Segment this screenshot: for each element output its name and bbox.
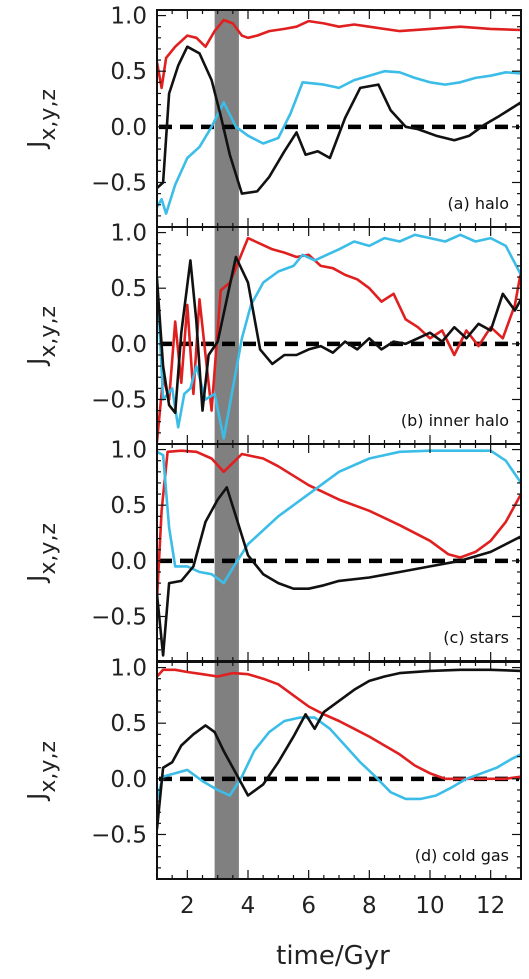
y-tick-label: −0.5 bbox=[91, 822, 147, 848]
y-axis-label-main: J bbox=[22, 575, 51, 584]
panel-label: (b) inner halo bbox=[401, 411, 509, 430]
series-group bbox=[157, 668, 521, 831]
series-group bbox=[157, 233, 521, 444]
series-line-3 bbox=[157, 486, 521, 657]
series-group bbox=[157, 449, 521, 657]
y-tick-label: 1.0 bbox=[110, 656, 147, 682]
panel-label: (c) stars bbox=[443, 628, 509, 647]
panel-c: −0.5 0.0 0.5 1.0 Jx,y,z (c) stars bbox=[22, 438, 522, 662]
x-tick-label: 2 bbox=[180, 893, 195, 919]
y-axis-label-main: J bbox=[22, 358, 51, 367]
x-tick-label: 6 bbox=[301, 893, 316, 919]
series-group bbox=[157, 18, 521, 215]
series-line-1 bbox=[157, 449, 521, 602]
y-axis-label-main: J bbox=[22, 793, 51, 802]
panel-d: −0.5 0.0 0.5 1.0 Jx,y,z (d) cold gas bbox=[22, 656, 522, 880]
y-tick-label: 0.5 bbox=[110, 59, 147, 85]
y-tick-label: 1.0 bbox=[110, 438, 147, 464]
shaded-band bbox=[214, 444, 239, 661]
y-axis-label: Jx,y,z bbox=[22, 741, 61, 802]
series-line-2 bbox=[157, 716, 521, 801]
y-tick-label: 0.5 bbox=[110, 276, 147, 302]
series-line-1 bbox=[157, 236, 521, 444]
y-axis-label-main: J bbox=[22, 141, 51, 150]
series-line-2 bbox=[157, 233, 521, 440]
panel-b: −0.5 0.0 0.5 1.0 Jx,y,z (b) inner halo bbox=[22, 221, 522, 445]
y-tick-label: 0.0 bbox=[110, 115, 147, 141]
y-tick-label: −0.5 bbox=[91, 604, 147, 630]
series-line-1 bbox=[157, 18, 521, 90]
x-tick-label: 4 bbox=[241, 893, 256, 919]
panel-label: (a) halo bbox=[447, 194, 509, 213]
y-axis-label: Jx,y,z bbox=[22, 523, 61, 584]
panel-label: (d) cold gas bbox=[415, 846, 509, 865]
panel-a: −0.5 0.0 0.5 1.0 Jx,y,z (a) halo bbox=[22, 4, 522, 228]
x-axis-tick-labels: 2 4 6 8 10 12 bbox=[180, 893, 505, 919]
series-line-3 bbox=[157, 255, 521, 415]
y-axis-label-subscript: x,y,z bbox=[36, 523, 61, 575]
x-tick-label: 8 bbox=[362, 893, 377, 919]
y-axis-label-subscript: x,y,z bbox=[36, 306, 61, 358]
panels: −0.5 0.0 0.5 1.0 Jx,y,z (a) halo −0.5 0.0 0.5 1.0… bbox=[22, 4, 522, 880]
x-axis-label: time/Gyr bbox=[276, 941, 390, 971]
y-axis-label-subscript: x,y,z bbox=[36, 89, 61, 141]
series-line-3 bbox=[157, 668, 521, 831]
y-axis-label: Jx,y,z bbox=[22, 89, 61, 150]
series-line-3 bbox=[157, 45, 521, 195]
y-tick-label: 0.0 bbox=[110, 549, 147, 575]
shaded-band bbox=[214, 10, 239, 227]
y-tick-label: 1.0 bbox=[110, 221, 147, 247]
series-line-2 bbox=[157, 449, 521, 585]
x-tick-label: 12 bbox=[476, 893, 505, 919]
y-axis-label-subscript: x,y,z bbox=[36, 741, 61, 793]
y-tick-label: 0.0 bbox=[110, 767, 147, 793]
series-line-2 bbox=[157, 69, 521, 215]
x-tick-label: 10 bbox=[415, 893, 444, 919]
y-tick-label: 0.0 bbox=[110, 332, 147, 358]
y-tick-label: 1.0 bbox=[110, 4, 147, 30]
y-tick-label: −0.5 bbox=[91, 170, 147, 196]
y-axis-label: Jx,y,z bbox=[22, 306, 61, 367]
y-tick-label: −0.5 bbox=[91, 387, 147, 413]
y-tick-label: 0.5 bbox=[110, 493, 147, 519]
y-tick-label: 0.5 bbox=[110, 711, 147, 737]
series-line-1 bbox=[157, 668, 521, 781]
